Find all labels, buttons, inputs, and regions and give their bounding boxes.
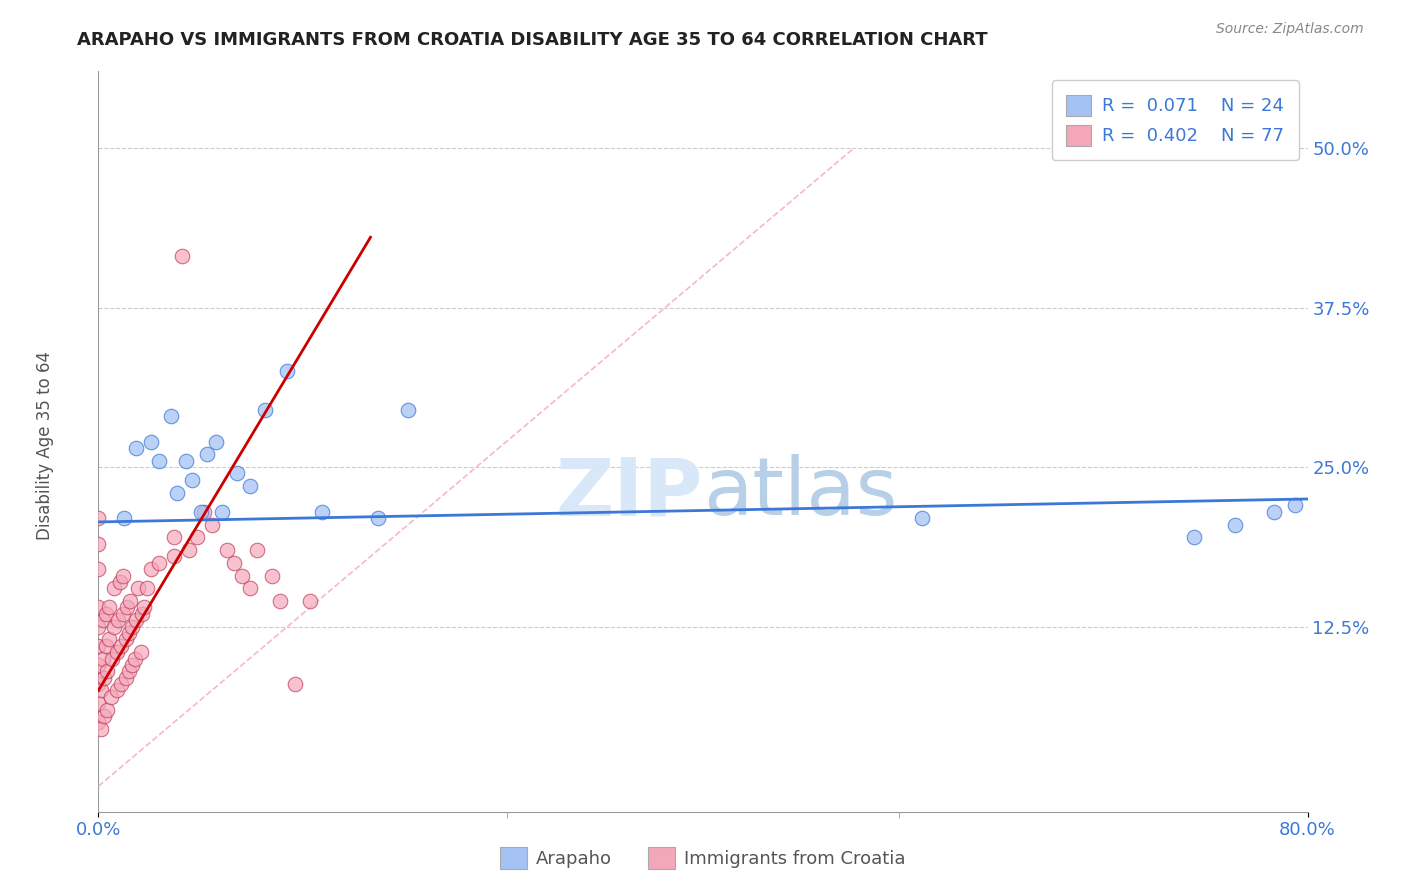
Point [91, 651, 114, 665]
Point [141, 434, 163, 449]
Point [87, 639, 110, 653]
Text: ARAPAHO VS IMMIGRANTS FROM CROATIA DISABILITY AGE 35 TO 64 CORRELATION CHART: ARAPAHO VS IMMIGRANTS FROM CROATIA DISAB… [77, 31, 988, 49]
Point [94, 639, 117, 653]
Point [121, 620, 143, 634]
Point [96, 703, 118, 717]
Point [1182, 530, 1205, 544]
Point [163, 549, 186, 564]
Point [107, 613, 129, 627]
Point [111, 607, 134, 621]
Point [186, 530, 208, 544]
Point [91, 613, 114, 627]
Point [105, 645, 128, 659]
Point [87, 620, 110, 634]
Point [121, 657, 143, 672]
Point [1223, 517, 1246, 532]
Point [239, 582, 262, 596]
Point [120, 594, 142, 608]
Point [190, 505, 212, 519]
Point [299, 594, 322, 608]
Text: Source: ZipAtlas.com: Source: ZipAtlas.com [1216, 22, 1364, 37]
Point [90, 683, 112, 698]
Point [166, 485, 188, 500]
Point [103, 582, 125, 596]
Point [135, 582, 157, 596]
Point [911, 511, 934, 525]
Point [118, 626, 141, 640]
Point [114, 671, 136, 685]
Point [115, 600, 138, 615]
Point [269, 594, 291, 608]
Point [124, 651, 146, 665]
Point [98, 600, 121, 615]
Point [87, 657, 110, 672]
Point [201, 517, 224, 532]
Point [87, 511, 110, 525]
Point [181, 473, 204, 487]
Point [396, 402, 419, 417]
Point [276, 364, 298, 378]
Point [205, 434, 228, 449]
Point [226, 467, 249, 481]
Point [148, 453, 170, 467]
Point [108, 574, 131, 589]
Point [114, 632, 136, 647]
Point [179, 543, 201, 558]
Point [1284, 499, 1306, 513]
Point [131, 607, 153, 621]
Point [112, 511, 135, 525]
Point [141, 562, 163, 576]
Point [211, 505, 233, 519]
Point [170, 250, 193, 264]
Point [110, 639, 132, 653]
Point [87, 715, 110, 730]
Point [87, 600, 110, 615]
Point [127, 582, 149, 596]
Point [311, 505, 333, 519]
Point [118, 665, 141, 679]
Point [110, 677, 132, 691]
Point [231, 568, 253, 582]
Point [246, 543, 269, 558]
Point [96, 665, 118, 679]
Point [98, 632, 121, 647]
Point [103, 620, 125, 634]
Point [253, 402, 276, 417]
Point [87, 562, 110, 576]
Point [174, 453, 197, 467]
Point [367, 511, 389, 525]
Point [160, 409, 183, 423]
Point [195, 447, 218, 461]
Point [100, 690, 122, 704]
Point [163, 530, 186, 544]
Point [111, 568, 134, 582]
Point [94, 607, 117, 621]
Point [125, 613, 148, 627]
Point [129, 645, 152, 659]
Point [90, 722, 112, 736]
Point [215, 543, 238, 558]
Point [93, 709, 115, 723]
Point [224, 556, 246, 570]
Legend: R =  0.071    N = 24, R =  0.402    N = 77: R = 0.071 N = 24, R = 0.402 N = 77 [1052, 80, 1299, 160]
Point [87, 677, 110, 691]
Point [262, 568, 284, 582]
Text: Disability Age 35 to 64: Disability Age 35 to 64 [37, 351, 53, 541]
Point [125, 441, 148, 455]
Text: ZIP: ZIP [555, 454, 703, 533]
Point [105, 683, 128, 698]
Point [148, 556, 170, 570]
Legend: Arapaho, Immigrants from Croatia: Arapaho, Immigrants from Croatia [494, 839, 912, 876]
Point [284, 677, 307, 691]
Point [193, 505, 215, 519]
Point [93, 671, 115, 685]
Point [101, 651, 124, 665]
Point [87, 536, 110, 550]
Point [87, 696, 110, 710]
Point [239, 479, 262, 493]
Point [132, 600, 155, 615]
Point [1263, 505, 1285, 519]
Text: atlas: atlas [703, 454, 897, 533]
